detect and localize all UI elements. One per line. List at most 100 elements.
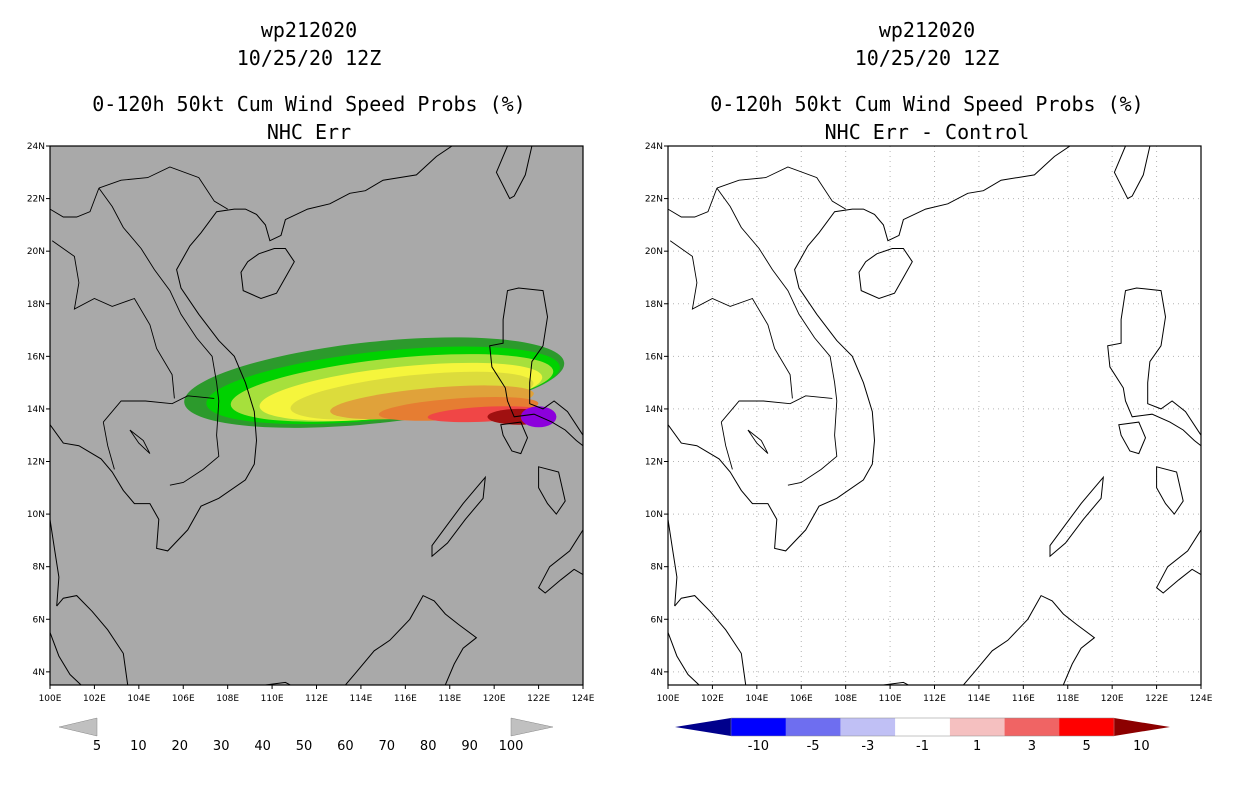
vietnam-laos-border (98, 187, 220, 486)
luzon-island (489, 287, 583, 447)
lon-tick-label: 116E (1012, 694, 1035, 704)
lat-tick-label: 10N (27, 510, 45, 520)
lon-tick-label: 110E (879, 694, 902, 704)
lat-tick-label: 6N (651, 615, 663, 625)
lat-tick-label: 24N (27, 142, 45, 152)
right-map-frame (668, 146, 1201, 685)
lon-tick-label: 120E (483, 694, 506, 704)
lon-tick-label: 112E (305, 694, 328, 704)
lon-tick-label: 118E (438, 694, 461, 704)
lat-tick-label: 12N (645, 458, 663, 468)
lon-tick-label: 100E (657, 694, 680, 704)
colorbar-label: 30 (213, 739, 230, 754)
mindoro-island (500, 421, 529, 455)
lat-tick-label: 16N (645, 352, 663, 362)
mainland-coastline (668, 146, 1071, 552)
left-product-title: 0-120h 50kt Cum Wind Speed Probs (%) (92, 92, 526, 116)
colorbar-label: 20 (172, 739, 189, 754)
colorbar-label: 5 (1082, 739, 1090, 754)
colorbar-label: 90 (461, 739, 478, 754)
colorbar-label: 40 (254, 739, 271, 754)
axis-tick-labels: 100E 102E 104E 106E 108E 110E 112E 114E 116E 118E… (645, 142, 1213, 704)
visayas-islands (538, 466, 566, 515)
lon-tick-label: 112E (923, 694, 946, 704)
lon-tick-label: 108E (216, 694, 239, 704)
right-datetime: 10/25/20 12Z (854, 46, 1000, 70)
sumatra-coast (50, 632, 82, 685)
borneo-coast (883, 594, 1096, 685)
colorbar-swatch (1004, 718, 1060, 736)
mindoro-island (1118, 421, 1147, 455)
colorbar-label: -10 (748, 739, 769, 754)
colorbar-swatch (785, 718, 841, 736)
right-storm-id: wp212020 (878, 18, 976, 42)
cambodia-west-border (102, 422, 115, 470)
colorbar-label: 100 (499, 739, 524, 754)
mainland-coastline (50, 146, 453, 552)
colorbar-label: 60 (337, 739, 354, 754)
thailand-gulf-west (50, 519, 60, 607)
lat-tick-label: 10N (645, 510, 663, 520)
colorbar-low-arrow (675, 718, 731, 736)
sumatra-coast (668, 632, 700, 685)
right-map-background (668, 146, 1201, 685)
tonle-sap-lake (129, 429, 151, 454)
cambodia-thailand-border (102, 395, 215, 423)
colorbar-high-arrow (1114, 718, 1170, 736)
hainan-island (240, 248, 295, 300)
lat-tick-label: 18N (27, 300, 45, 310)
lon-tick-label: 102E (83, 694, 106, 704)
colorbar-outline (730, 717, 1115, 737)
lon-tick-label: 110E (261, 694, 284, 704)
luzon-island (1107, 287, 1201, 447)
lat-tick-label: 20N (645, 247, 663, 257)
colorbar-label: -1 (916, 739, 929, 754)
colorbar-label: 3 (1028, 739, 1036, 754)
lon-tick-label: 100E (39, 694, 62, 704)
lat-tick-label: 22N (645, 195, 663, 205)
lat-tick-label: 12N (27, 458, 45, 468)
lat-tick-label: 8N (651, 563, 663, 573)
lat-tick-label: 6N (33, 615, 45, 625)
colorbar-label: 70 (379, 739, 396, 754)
colorbar-label: -5 (807, 739, 820, 754)
axis-tick-labels: 100E 102E 104E 106E 108E 110E 112E 114E 116E 118E… (27, 142, 595, 704)
palawan-island (1049, 475, 1104, 558)
right-product-title: 0-120h 50kt Cum Wind Speed Probs (%) (710, 92, 1144, 116)
coastlines (668, 146, 1201, 685)
lon-tick-label: 104E (745, 694, 768, 704)
colorbar-label: 5 (93, 739, 101, 754)
probability-contour-90 (520, 406, 557, 428)
lon-tick-label: 124E (1190, 694, 1213, 704)
right-colorbar: -10 -5 -3 -1 1 3 5 10 (675, 717, 1170, 754)
china-vietnam-border (716, 166, 846, 210)
colorbar-label: 1 (973, 739, 981, 754)
colorbar-swatch (1059, 718, 1115, 736)
cambodia-thailand-border (720, 395, 833, 423)
lon-tick-label: 114E (967, 694, 990, 704)
lon-tick-label: 102E (701, 694, 724, 704)
lon-tick-label: 124E (572, 694, 595, 704)
myanmar-laos-border (50, 187, 100, 218)
vietnam-laos-border (716, 187, 838, 486)
colorbar-swatch (895, 718, 951, 736)
china-vietnam-border (98, 166, 228, 210)
taiwan-island (495, 146, 533, 200)
colorbar-high-arrow (510, 717, 554, 737)
colorbar-label: 10 (130, 739, 147, 754)
lat-tick-label: 8N (33, 563, 45, 573)
laos-thailand-border (669, 240, 793, 399)
mindanao-coast (537, 529, 583, 594)
lon-tick-label: 116E (394, 694, 417, 704)
malay-peninsula (674, 595, 747, 685)
visayas-islands (1156, 466, 1184, 515)
colorbar-label: -3 (861, 739, 874, 754)
lat-tick-label: 20N (27, 247, 45, 257)
tonle-sap-lake (747, 429, 769, 454)
lat-tick-label: 16N (27, 352, 45, 362)
lon-tick-label: 106E (172, 694, 195, 704)
colorbar-label: 80 (420, 739, 437, 754)
coastlines (50, 146, 583, 685)
lon-tick-label: 120E (1101, 694, 1124, 704)
left-datetime: 10/25/20 12Z (236, 46, 382, 70)
